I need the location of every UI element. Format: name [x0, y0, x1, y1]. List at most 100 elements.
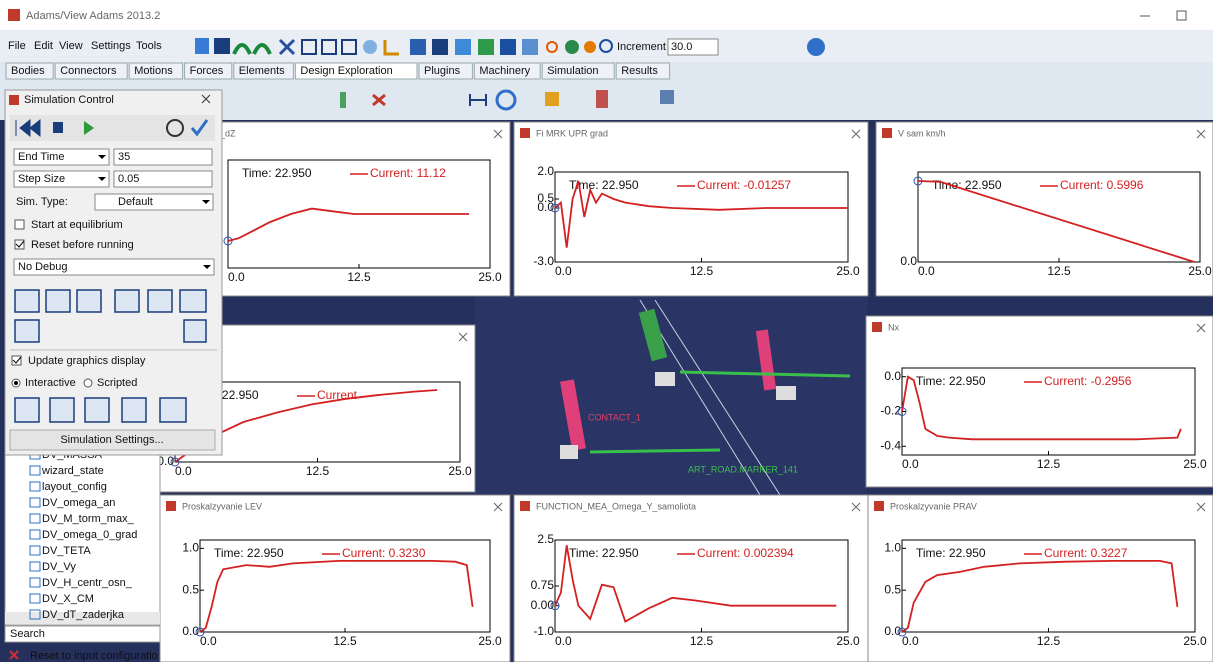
- scripted-option: Scripted: [97, 377, 137, 389]
- start-equilibrium: Start at equilibrium: [31, 219, 123, 231]
- wheel: [776, 386, 796, 400]
- dropdown[interactable]: [95, 194, 213, 210]
- tab-label: Results: [621, 65, 658, 77]
- menu-item[interactable]: View: [59, 40, 83, 52]
- x-tick-label: 0.0: [918, 264, 935, 278]
- tool-icon[interactable]: [500, 39, 516, 55]
- x-tick-label: 0.0: [555, 634, 572, 648]
- time-label: Time: 22.950: [214, 546, 284, 560]
- tool-button[interactable]: [85, 398, 109, 422]
- wheel: [560, 445, 578, 459]
- marker-line: [590, 450, 720, 452]
- x-tick-label: 12.5: [1037, 457, 1061, 471]
- tree-item[interactable]: DV_dT_zaderjka: [42, 609, 125, 621]
- ribbon-icon[interactable]: [545, 92, 559, 106]
- tree-item[interactable]: DV_omega_an: [42, 497, 115, 509]
- plot-icon: [520, 501, 530, 511]
- plot-title: V sam km/h: [898, 128, 946, 138]
- tool-icon[interactable]: [455, 39, 471, 55]
- y-tick-label: 2.0: [537, 164, 554, 178]
- tool-button[interactable]: [50, 398, 74, 422]
- stop-button[interactable]: [53, 122, 63, 133]
- tool-button[interactable]: [160, 398, 186, 422]
- app-window: Adams/View Adams 2013.2 FileEditViewSett…: [0, 0, 1213, 662]
- x-tick-label: 0.0: [228, 270, 245, 284]
- tab-label: Connectors: [60, 65, 117, 77]
- tab-label: Elements: [239, 65, 285, 77]
- tool-icon[interactable]: [410, 39, 426, 55]
- tool-button[interactable]: [115, 290, 139, 312]
- sim-type-label: Sim. Type:: [16, 196, 68, 208]
- plot-window: FUNCTION_MEA_Omega_Y_samoliota0.012.525.…: [514, 495, 868, 662]
- tool-icon[interactable]: [363, 40, 377, 54]
- tab-label: Machinery: [479, 65, 530, 77]
- x-tick-label: 25.0: [1183, 457, 1207, 471]
- tab-label: Design Exploration: [300, 65, 392, 77]
- y-tick-label: 0.0: [182, 624, 199, 638]
- tree-item[interactable]: layout_config: [42, 481, 107, 493]
- current-label: Current: 0.5996: [1060, 178, 1144, 192]
- menu-item[interactable]: Settings: [91, 40, 131, 52]
- tool-button[interactable]: [122, 398, 146, 422]
- marker-label: ART_ROAD.MARKER_141: [688, 464, 798, 474]
- app-icon: [8, 9, 20, 21]
- x-tick-label: 12.5: [690, 634, 714, 648]
- tool-button[interactable]: [15, 290, 39, 312]
- y-tick-label: 0.5: [182, 582, 199, 596]
- time-label: Time: 22.950: [569, 546, 639, 560]
- reset-button[interactable]: Reset to input configuratio: [30, 650, 158, 662]
- plot-icon: [874, 501, 884, 511]
- increment-value: 30.0: [671, 41, 692, 53]
- tree-item[interactable]: DV_X_CM: [42, 593, 94, 605]
- y-tick-label: 0.0: [537, 200, 554, 214]
- end-time-value: 35: [118, 151, 130, 163]
- current-label: Current: 0.3230: [342, 546, 426, 560]
- tool-icon[interactable]: [432, 39, 448, 55]
- tool-icon[interactable]: [565, 40, 579, 54]
- tool-icon[interactable]: [478, 39, 494, 55]
- tool-icon[interactable]: [522, 39, 538, 55]
- tool-button[interactable]: [77, 290, 101, 312]
- time-label: Time: 22.950: [916, 374, 986, 388]
- tool-button[interactable]: [180, 290, 206, 312]
- x-tick-label: 25.0: [836, 634, 860, 648]
- menu-item[interactable]: File: [8, 40, 26, 52]
- ribbon-icon[interactable]: [660, 90, 674, 104]
- y-tick-label: 0.5: [884, 582, 901, 596]
- tree-item[interactable]: wizard_state: [41, 465, 104, 477]
- tab-label: Motions: [134, 65, 173, 77]
- plot-title: Fi MRK UPR grad: [536, 128, 608, 138]
- help-button[interactable]: [807, 38, 825, 56]
- viewport[interactable]: [475, 296, 867, 496]
- tool-icon[interactable]: [195, 38, 209, 54]
- menu-item[interactable]: Edit: [34, 40, 53, 52]
- plot-window: Proskalzyvanie PRAV0.012.525.01.00.50.0T…: [868, 495, 1213, 662]
- x-tick-label: 12.5: [1037, 634, 1061, 648]
- tree-item[interactable]: DV_Vy: [42, 561, 76, 573]
- ribbon-icon[interactable]: [596, 90, 608, 108]
- sim-type-value: Default: [118, 196, 153, 208]
- tool-icon[interactable]: [214, 38, 230, 54]
- plot-window: Proskalzyvanie LEV0.012.525.01.00.50.0Ti…: [160, 495, 510, 662]
- tab-label: Forces: [190, 65, 224, 77]
- tree-item[interactable]: DV_omega_0_grad: [42, 529, 137, 541]
- plot-window: Fi MRK UPR grad0.012.525.02.00.50.0-3.0T…: [514, 122, 868, 296]
- tree-item[interactable]: DV_H_centr_osn_: [42, 577, 133, 589]
- current-label: Current: 0.3227: [1044, 546, 1128, 560]
- tool-button[interactable]: [148, 290, 172, 312]
- radio[interactable]: [84, 379, 92, 387]
- menu-bar: [0, 30, 1213, 62]
- ribbon-icon[interactable]: [340, 92, 346, 108]
- menu-item[interactable]: Tools: [136, 40, 162, 52]
- tool-button[interactable]: [15, 398, 39, 422]
- plot-title: Proskalzyvanie LEV: [182, 501, 262, 511]
- tool-button[interactable]: [184, 320, 206, 342]
- tool-icon[interactable]: [584, 41, 596, 53]
- tree-item[interactable]: DV_TETA: [42, 545, 91, 557]
- current-label: Current: -0.01257: [697, 178, 791, 192]
- tree-item[interactable]: DV_M_torm_max_: [42, 513, 135, 525]
- tool-button[interactable]: [46, 290, 70, 312]
- model-browser: DV_MASSAwizard_statelayout_configDV_omeg…: [5, 440, 160, 662]
- tool-button[interactable]: [15, 320, 39, 342]
- checkbox[interactable]: [15, 220, 24, 229]
